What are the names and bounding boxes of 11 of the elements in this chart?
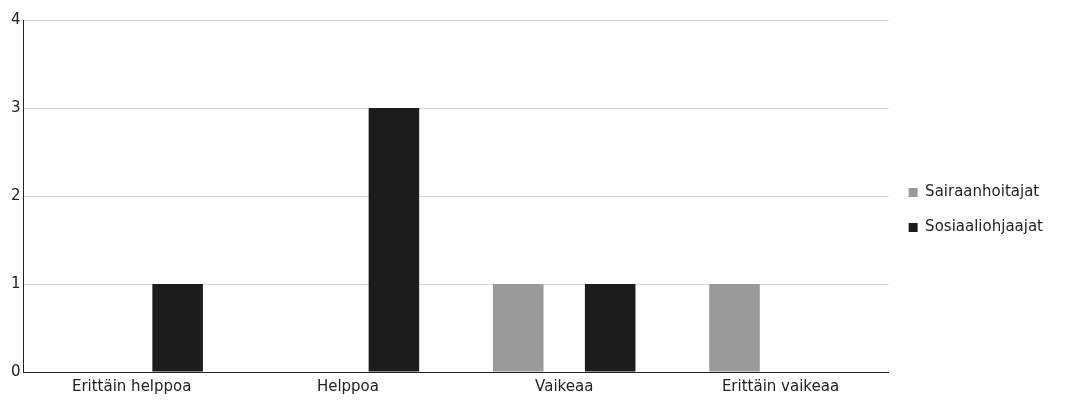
y-tick-label: 4	[11, 9, 21, 28]
x-tick-label: Vaikeaa	[535, 376, 594, 395]
y-tick-label: 2	[11, 185, 21, 204]
y-tick-label: 0	[11, 361, 21, 380]
legend-label: Sosiaaliohjaajat	[925, 217, 1044, 236]
x-tick-label: Helppoa	[316, 376, 379, 395]
legend-label: Sairaanhoitajat	[925, 182, 1040, 201]
x-tick-label: Erittäin vaikeaa	[721, 376, 840, 395]
x-tick-label: Erittäin helppoa	[71, 376, 192, 395]
y-tick-label: 3	[11, 97, 21, 116]
y-tick-label: 1	[11, 273, 21, 292]
